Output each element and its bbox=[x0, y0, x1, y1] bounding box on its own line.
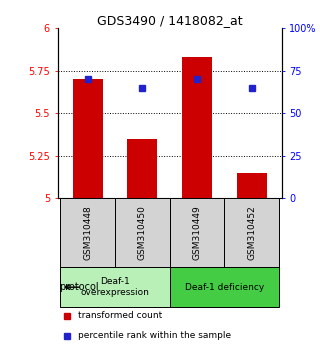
Text: percentile rank within the sample: percentile rank within the sample bbox=[78, 331, 231, 340]
Bar bbox=[224, 198, 279, 267]
Bar bbox=[73, 79, 103, 198]
Text: GSM310449: GSM310449 bbox=[192, 205, 201, 260]
Text: Deaf-1
overexpression: Deaf-1 overexpression bbox=[81, 277, 149, 297]
Text: GSM310452: GSM310452 bbox=[247, 205, 256, 260]
Text: GSM310448: GSM310448 bbox=[83, 205, 92, 260]
Bar bbox=[236, 173, 267, 198]
Bar bbox=[60, 267, 170, 307]
Bar bbox=[170, 267, 279, 307]
Text: protocol: protocol bbox=[59, 282, 98, 292]
Bar bbox=[127, 139, 157, 198]
Title: GDS3490 / 1418082_at: GDS3490 / 1418082_at bbox=[97, 14, 243, 27]
Bar bbox=[170, 198, 224, 267]
Text: Deaf-1 deficiency: Deaf-1 deficiency bbox=[185, 283, 264, 292]
Text: transformed count: transformed count bbox=[78, 312, 162, 320]
Bar bbox=[182, 57, 212, 198]
Bar bbox=[60, 198, 115, 267]
Bar bbox=[115, 198, 170, 267]
Text: GSM310450: GSM310450 bbox=[138, 205, 147, 260]
